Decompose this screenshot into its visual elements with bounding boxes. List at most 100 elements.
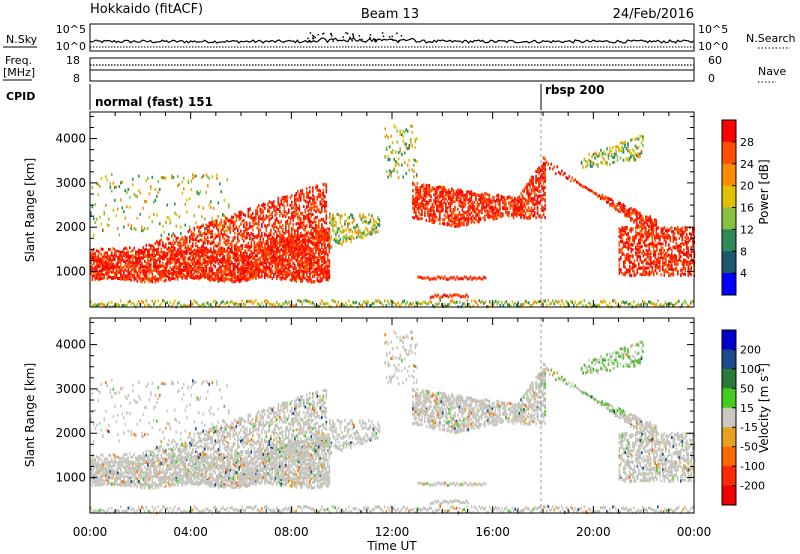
power-cell <box>97 249 100 253</box>
power-cell <box>298 222 301 226</box>
power-cell <box>328 262 331 266</box>
power-cell <box>190 244 193 248</box>
power-cell <box>443 222 446 226</box>
power-cell <box>112 181 115 185</box>
power-cell <box>190 247 193 251</box>
power-cell <box>313 271 316 275</box>
power-cell <box>166 275 169 278</box>
power-cell <box>332 213 334 217</box>
power-cell <box>103 212 106 216</box>
power-cell <box>309 196 311 200</box>
power-cell <box>223 225 226 229</box>
power-cell <box>252 220 254 224</box>
power-cell <box>217 278 220 282</box>
power-cell <box>247 278 250 281</box>
power-cell <box>235 275 238 279</box>
power-cell <box>372 217 375 221</box>
power-cell <box>279 230 281 234</box>
power-cell <box>327 266 329 270</box>
power-cell <box>192 275 194 279</box>
power-cell <box>100 260 103 264</box>
power-cell <box>112 264 115 268</box>
power-cell <box>291 206 293 210</box>
power-cell <box>253 223 256 226</box>
power-cell <box>153 264 155 268</box>
power-cell <box>240 275 242 279</box>
power-cell <box>193 175 196 179</box>
power-cell <box>256 258 259 262</box>
power-cell <box>246 245 248 249</box>
power-cell <box>327 238 329 242</box>
power-cell <box>217 233 220 237</box>
power-cell <box>289 262 292 266</box>
power-cell <box>313 263 316 267</box>
power-cell <box>431 216 434 220</box>
power-cell <box>322 218 325 222</box>
power-cell <box>214 221 217 225</box>
power-cell <box>171 268 173 271</box>
power-cell <box>171 261 173 265</box>
power-cell <box>341 224 343 228</box>
power-cell <box>297 260 299 263</box>
power-cell <box>446 210 449 214</box>
power-cell <box>249 262 251 266</box>
power-cell <box>262 240 265 244</box>
power-cell <box>359 215 361 218</box>
power-cell <box>198 239 200 243</box>
power-cell <box>238 271 241 275</box>
power-cell <box>449 219 452 223</box>
power-cell <box>295 272 298 276</box>
power-cell <box>286 251 289 255</box>
power-cell <box>285 248 287 251</box>
power-cell <box>418 209 420 213</box>
power-cell <box>253 275 256 279</box>
power-cell <box>133 226 136 230</box>
power-cell <box>108 255 110 259</box>
power-cell <box>267 260 269 264</box>
power-cell <box>255 265 257 269</box>
power-cell <box>255 268 257 272</box>
power-cell <box>301 244 304 248</box>
power-cell <box>175 272 178 276</box>
power-cell <box>271 211 274 215</box>
power-cell <box>439 201 441 205</box>
power-cell <box>139 275 142 279</box>
power-cell <box>196 261 199 264</box>
power-cell <box>307 201 310 205</box>
power-cell <box>153 268 155 272</box>
power-cell <box>156 194 158 198</box>
power-cell <box>461 194 464 198</box>
power-cell <box>201 267 203 271</box>
power-cell <box>264 217 266 221</box>
power-cell <box>445 202 447 206</box>
power-cell <box>319 240 322 244</box>
power-cell <box>174 270 176 274</box>
power-cell <box>319 228 322 232</box>
power-cell <box>255 253 257 257</box>
power-cell <box>172 232 175 236</box>
power-cell <box>315 247 317 251</box>
power-cell <box>324 265 326 269</box>
power-cell <box>253 219 256 222</box>
power-cell <box>413 208 416 212</box>
power-cell <box>481 193 483 197</box>
power-cell <box>282 224 284 227</box>
power-cell <box>378 218 381 222</box>
power-cell <box>283 200 286 204</box>
power-cell <box>436 207 438 211</box>
power-cell <box>301 189 304 192</box>
power-cell <box>198 205 200 209</box>
power-cell <box>264 250 266 253</box>
nsky-dot <box>308 40 310 43</box>
power-cell <box>246 279 248 282</box>
power-cell <box>169 242 172 245</box>
power-cell <box>159 222 161 226</box>
power-cell <box>292 256 295 260</box>
power-cell <box>478 203 480 207</box>
power-cell <box>301 271 304 275</box>
power-cell <box>285 258 287 262</box>
power-cell <box>126 247 128 251</box>
power-cell <box>210 206 212 209</box>
power-cell <box>228 267 230 271</box>
power-cell <box>250 232 253 236</box>
